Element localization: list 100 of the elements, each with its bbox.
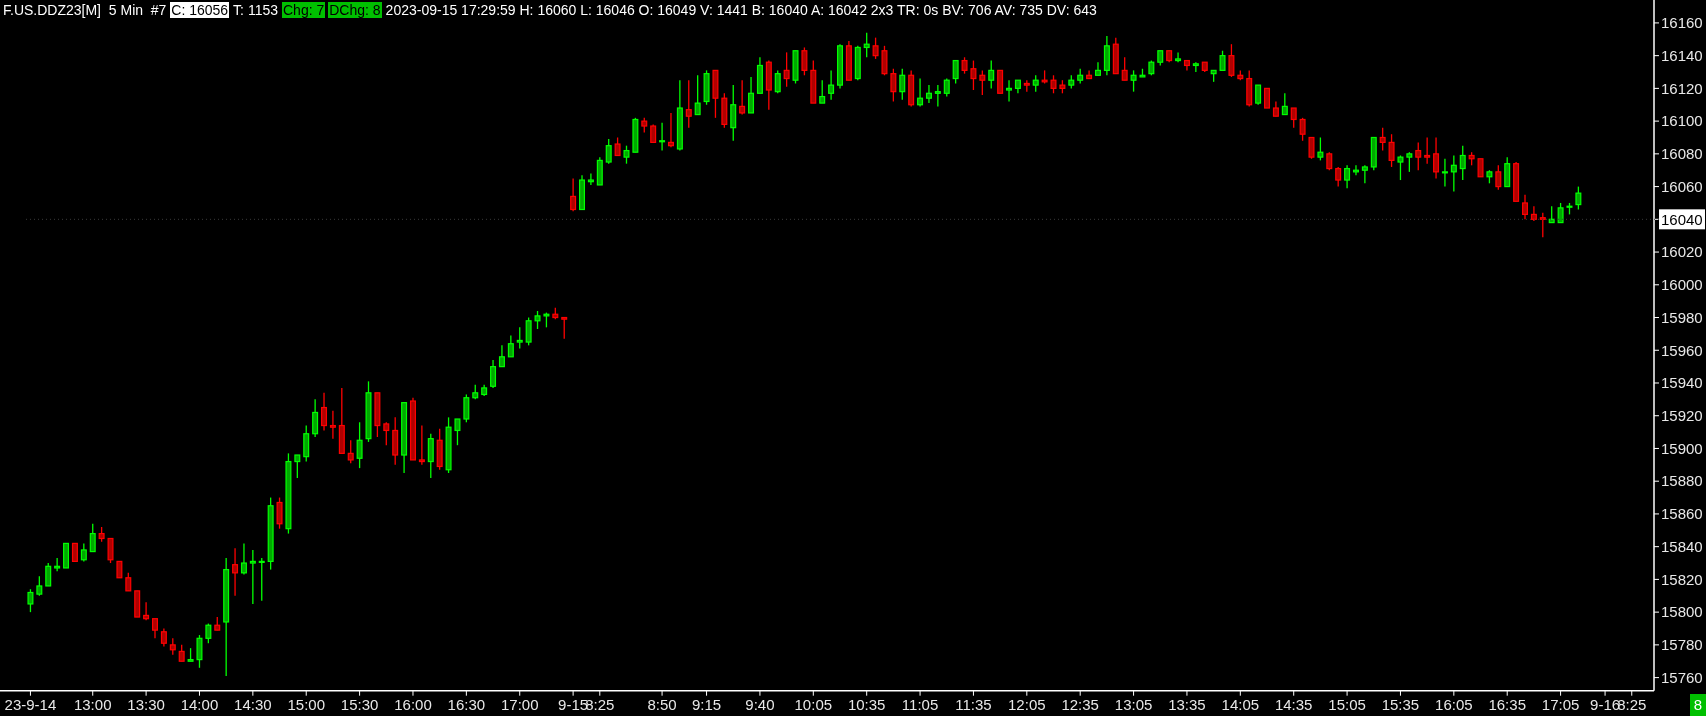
candlestick (507, 334, 514, 358)
y-tick-label: 15800 (1661, 603, 1703, 621)
candlestick (1504, 156, 1511, 188)
candlestick (303, 424, 310, 463)
candlestick (1299, 117, 1306, 142)
candlestick (27, 588, 34, 613)
y-tick-label: 16040 (1661, 210, 1703, 228)
candlestick (1557, 202, 1564, 224)
candlestick (1290, 107, 1297, 129)
x-tick-label: 13:05 (1114, 695, 1153, 713)
candlestick (232, 547, 239, 597)
candlestick (1433, 136, 1440, 180)
y-tick-label: 15960 (1661, 341, 1703, 359)
candlestick (143, 601, 150, 621)
candlestick (863, 32, 870, 58)
x-tick-label: 8:50 (647, 695, 677, 713)
candlestick (623, 145, 630, 165)
x-tick-label: 9:40 (745, 695, 775, 713)
candlestick (1335, 166, 1342, 188)
candlestick (107, 537, 114, 564)
candlestick (925, 84, 932, 104)
candlestick (1352, 164, 1359, 176)
candlestick (276, 496, 283, 530)
candlestick (570, 177, 577, 212)
candlestick (240, 542, 247, 576)
candlestick (205, 622, 212, 644)
x-tick-label: 15:35 (1381, 695, 1420, 713)
candlestick (1050, 74, 1057, 94)
y-tick-label: 15860 (1661, 505, 1703, 523)
y-tick-label: 15880 (1661, 472, 1703, 490)
candlestick (890, 68, 897, 103)
candlestick (71, 542, 78, 562)
candlestick (152, 618, 158, 639)
candlestick (1379, 127, 1386, 152)
x-tick-label: 14:35 (1274, 695, 1313, 713)
candlestick (454, 418, 461, 446)
x-tick-label: 16:30 (447, 695, 486, 713)
candlestick (383, 421, 390, 446)
x-tick-label: 13:35 (1168, 695, 1206, 713)
candlestick (1530, 205, 1537, 222)
candlestick (739, 79, 746, 116)
x-tick-label: 12:35 (1061, 695, 1099, 713)
annotation: C: 16056 (170, 2, 230, 18)
candlestick (427, 433, 434, 479)
x-tick-label: 11:05 (901, 695, 939, 713)
candlestick (1450, 154, 1457, 193)
candlestick (36, 575, 43, 597)
candlestick (1281, 92, 1288, 116)
candlestick (1495, 164, 1502, 191)
candlestick (988, 59, 995, 90)
x-tick-label: 13:00 (73, 695, 112, 713)
candlestick (356, 421, 363, 469)
candlestick (1539, 212, 1546, 238)
y-tick-label: 15780 (1661, 636, 1703, 654)
candlestick (1361, 164, 1368, 184)
candlestick (1317, 136, 1324, 162)
candlestick (534, 310, 541, 330)
candlestick (525, 316, 532, 346)
candlestick (1121, 56, 1128, 81)
y-tick-label: 16000 (1661, 276, 1703, 294)
y-tick-label: 15760 (1661, 668, 1703, 686)
candlestick (774, 69, 781, 94)
candlestick (1522, 194, 1529, 220)
candlestick (828, 69, 835, 101)
candlestick (1006, 79, 1013, 103)
y-tick-label: 15900 (1661, 439, 1703, 457)
candlestick (1344, 164, 1351, 189)
x-tick-label: 16:00 (394, 695, 432, 713)
candlestick (1477, 158, 1484, 178)
candlestick (89, 523, 96, 553)
candlestick (1397, 154, 1404, 181)
chart-title: F.US.DDZ23[M] 5 Min #7 (3, 2, 168, 18)
candlestick (614, 136, 621, 157)
y-tick-label: 16140 (1661, 46, 1703, 64)
candlestick (881, 45, 888, 76)
candlestick (1255, 84, 1262, 106)
x-tick-label: 16:05 (1435, 695, 1473, 713)
candlestick (587, 172, 594, 186)
candlestick (312, 398, 319, 438)
candlestick (490, 359, 497, 389)
x-tick-label: 23-9-14 (4, 695, 57, 713)
candlestick (418, 424, 425, 466)
candlestick (659, 122, 666, 152)
candlestick (730, 84, 737, 142)
y-tick-label: 16120 (1661, 79, 1703, 97)
candlestick (872, 36, 879, 60)
candlestick (899, 68, 906, 101)
y-tick-label: 16160 (1661, 14, 1703, 32)
candlestick (1130, 69, 1137, 93)
candlestick (952, 59, 959, 85)
x-tick-label: 13:30 (127, 695, 165, 713)
x-tick-label: 12:05 (1008, 695, 1046, 713)
annotation: Chg: 7 (282, 2, 326, 18)
candlestick (329, 410, 336, 440)
candlestick (1228, 43, 1235, 78)
candlestick (650, 123, 657, 144)
y-tick-label: 16080 (1661, 145, 1703, 163)
x-tick-label: 15:05 (1328, 695, 1366, 713)
candlestick (934, 84, 941, 108)
x-tick-label: 10:05 (794, 695, 833, 713)
